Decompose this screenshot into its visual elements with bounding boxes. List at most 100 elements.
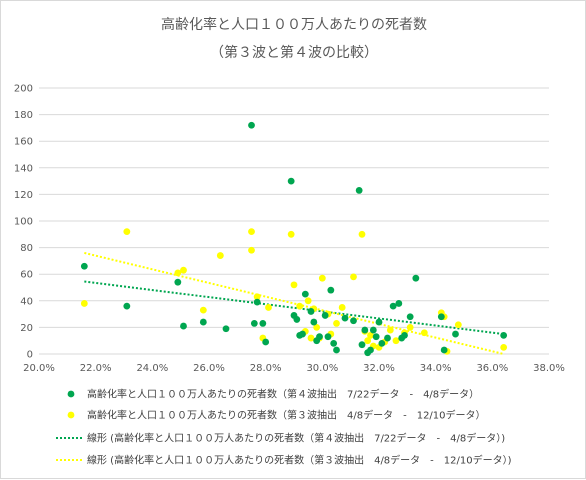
data-point-series-1 — [250, 320, 258, 327]
data-point-series-1 — [174, 278, 182, 286]
y-tick-label: 200 — [14, 84, 33, 95]
data-point-series-1 — [406, 313, 414, 321]
data-point-series-1 — [80, 262, 88, 270]
data-point-series-1 — [378, 339, 386, 347]
data-point-series-1 — [437, 313, 445, 321]
x-tick-label: 24.0% — [136, 363, 168, 374]
data-point-series-2 — [248, 228, 255, 236]
x-tick-label: 36.0% — [476, 363, 508, 374]
data-point-series-2 — [406, 324, 414, 331]
chart-title: 高齢化率と人口１００万人あたりの死者数 — [161, 16, 427, 33]
data-point-series-1 — [262, 338, 270, 346]
data-point-series-2 — [364, 337, 372, 345]
y-tick-label: 40 — [20, 296, 33, 307]
data-point-series-2 — [307, 334, 315, 342]
y-tick-label: 140 — [14, 163, 33, 174]
data-point-series-1 — [293, 316, 301, 323]
data-point-series-2 — [386, 326, 394, 334]
data-point-series-1 — [259, 320, 267, 327]
data-point-series-2 — [123, 228, 131, 236]
data-point-series-2 — [338, 304, 346, 311]
y-tick-label: 0 — [27, 350, 33, 361]
y-tick-label: 80 — [20, 243, 33, 254]
x-tick-label: 28.0% — [250, 363, 282, 374]
y-tick-label: 100 — [14, 217, 33, 228]
data-point-series-1 — [384, 334, 391, 342]
data-point-series-1 — [222, 325, 230, 333]
trendlines — [84, 251, 504, 355]
legend-marker-series-2 — [67, 411, 75, 419]
data-point-series-2 — [265, 304, 272, 311]
data-point-series-1 — [440, 346, 448, 354]
data-point-series-1 — [253, 298, 261, 306]
data-point-series-1 — [350, 317, 357, 325]
data-point-series-1 — [367, 346, 374, 354]
legend-label-trendline-2: 線形 (高齢化率と人口１００万人あたりの死者数（第３波抽出 4/8データ - 1… — [87, 454, 512, 467]
legend-label-series-1: 高齢化率と人口１００万人あたりの死者数（第４波抽出 7/22データ - 4/8デ… — [87, 388, 479, 401]
y-tick-label: 160 — [14, 137, 33, 148]
gridlines — [39, 87, 549, 355]
data-point-series-2 — [174, 269, 182, 277]
data-point-series-1 — [310, 318, 318, 326]
data-point-series-2 — [367, 331, 374, 339]
data-point-series-2 — [350, 273, 357, 281]
data-point-series-2 — [216, 252, 224, 259]
data-point-series-2 — [500, 343, 508, 351]
x-tick-label: 20.0% — [23, 363, 55, 374]
data-point-series-1 — [199, 318, 207, 326]
y-tick-label: 20 — [20, 323, 33, 334]
data-point-series-2 — [199, 306, 207, 314]
data-points — [80, 121, 508, 357]
x-tick-label: 32.0% — [363, 363, 395, 374]
data-point-series-1 — [301, 290, 309, 298]
data-point-series-1 — [287, 177, 295, 185]
data-point-series-2 — [454, 321, 462, 329]
data-point-series-2 — [313, 324, 321, 331]
data-point-series-2 — [290, 281, 298, 289]
x-tick-label: 30.0% — [306, 363, 338, 374]
data-point-series-1 — [341, 314, 349, 322]
data-point-series-1 — [180, 322, 187, 330]
legend: 高齢化率と人口１００万人あたりの死者数（第４波抽出 7/22データ - 4/8デ… — [56, 388, 512, 467]
data-point-series-1 — [395, 300, 403, 307]
data-point-series-1 — [389, 302, 397, 310]
data-point-series-1 — [307, 308, 315, 315]
data-point-series-1 — [361, 326, 369, 334]
data-point-series-2 — [296, 302, 304, 310]
data-point-series-2 — [248, 246, 255, 254]
data-point-series-1 — [358, 341, 366, 349]
data-point-series-1 — [500, 331, 508, 339]
data-point-series-1 — [375, 318, 383, 326]
data-point-series-1 — [327, 286, 335, 294]
data-point-series-1 — [299, 330, 306, 338]
y-tick-label: 180 — [14, 110, 33, 121]
axes: 0 20 40 60 80 100 120 140 160 180 200 20.0% 22.0% 24.… — [14, 84, 565, 375]
data-point-series-1 — [321, 312, 329, 319]
data-point-series-2 — [392, 337, 400, 345]
data-point-series-1 — [248, 121, 255, 129]
data-point-series-1 — [355, 187, 363, 194]
data-point-series-2 — [180, 266, 187, 274]
y-tick-label: 60 — [20, 270, 33, 281]
data-point-series-1 — [324, 333, 332, 341]
trendline-2 — [84, 251, 504, 355]
data-point-series-1 — [401, 331, 408, 339]
data-point-series-2 — [80, 300, 88, 307]
data-point-series-1 — [316, 333, 323, 341]
data-point-series-1 — [123, 302, 131, 310]
x-tick-label: 22.0% — [80, 363, 112, 374]
data-point-series-2 — [420, 329, 428, 337]
data-point-series-2 — [304, 297, 312, 305]
data-point-series-1 — [372, 333, 380, 341]
y-tick-label: 120 — [14, 190, 33, 201]
data-point-series-1 — [412, 274, 420, 282]
data-point-series-2 — [333, 320, 340, 327]
data-point-series-2 — [358, 230, 366, 238]
data-point-series-2 — [287, 230, 295, 238]
data-point-series-1 — [369, 326, 377, 334]
chart-subtitle: （第３波と第４波の比較） — [210, 44, 378, 61]
legend-label-series-2: 高齢化率と人口１００万人あたりの死者数（第３波抽出 4/8データ - 12/10… — [87, 409, 486, 422]
data-point-series-2 — [253, 293, 261, 301]
